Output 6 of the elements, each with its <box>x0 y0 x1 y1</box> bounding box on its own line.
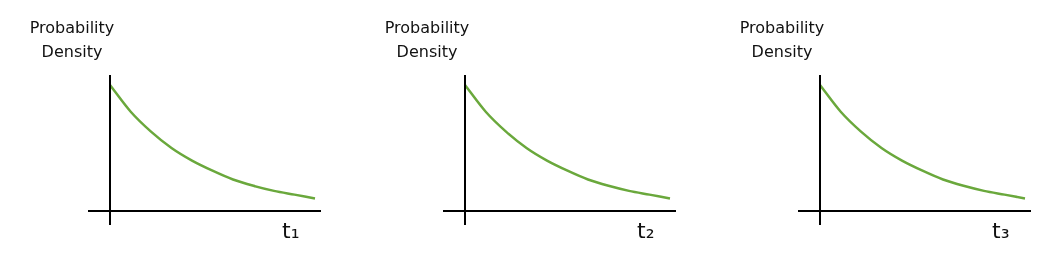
x-axis-title: t₂ <box>637 218 655 243</box>
x-axis-title: t₁ <box>282 218 300 243</box>
x-axis-title: t₃ <box>992 218 1010 243</box>
y-axis-title: Probability Density <box>383 17 471 63</box>
y-axis-title: Probability Density <box>738 17 826 63</box>
y-axis-title: Probability Density <box>28 17 116 63</box>
